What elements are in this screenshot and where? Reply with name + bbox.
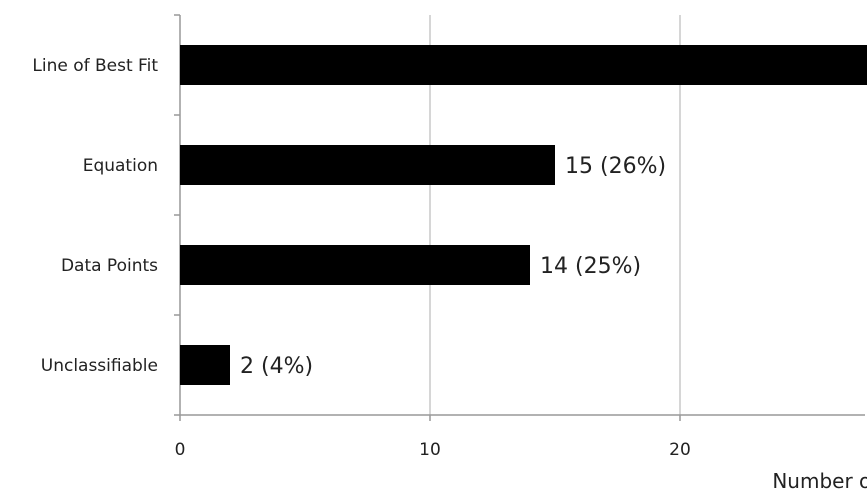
x-tick-label-20: 20 <box>669 440 691 460</box>
category-label: Data Points <box>61 256 158 276</box>
bar-line-of-best-fit <box>180 45 867 85</box>
x-axis-title: Number of Teachers <box>772 469 867 493</box>
category-label: Line of Best Fit <box>32 56 158 76</box>
category-label: Unclassifiable <box>41 356 158 376</box>
bar-unclassifiable <box>180 345 230 385</box>
data-label: 14 (25%) <box>540 254 641 279</box>
labels: 01020304050Line of Best Fit36 (64%)Equat… <box>32 56 691 460</box>
x-tick-label-0: 0 <box>175 440 186 460</box>
data-label: 15 (26%) <box>565 154 666 179</box>
category-label: Equation <box>83 156 158 176</box>
bar-data-points <box>180 245 530 285</box>
x-tick-label-10: 10 <box>419 440 441 460</box>
bars <box>180 45 867 385</box>
data-label: 2 (4%) <box>240 354 313 379</box>
bar-equation <box>180 145 555 185</box>
